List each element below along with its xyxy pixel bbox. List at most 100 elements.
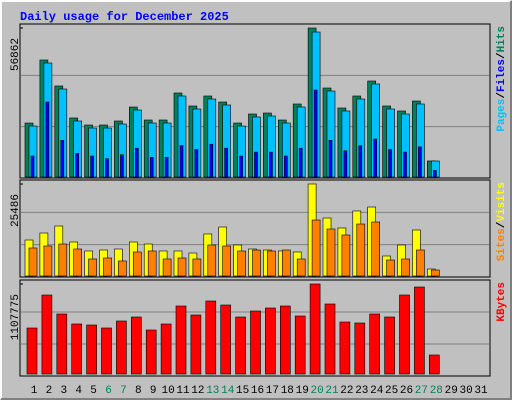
x-tick-label: 24 <box>370 385 384 397</box>
x-tick-label: 16 <box>251 385 264 397</box>
x-tick-label: 14 <box>221 385 235 397</box>
bar <box>328 140 333 178</box>
legend-entry: Pages <box>496 99 508 132</box>
x-tick-label: 3 <box>60 385 67 397</box>
bar <box>220 304 231 375</box>
bar <box>416 249 425 277</box>
bar <box>135 147 139 178</box>
x-tick-label: 30 <box>459 385 472 397</box>
bar <box>131 316 142 375</box>
x-tick-label: 23 <box>355 385 368 397</box>
x-tick-label: 28 <box>430 385 443 397</box>
x-tick-label: 11 <box>176 385 190 397</box>
bar <box>90 155 94 178</box>
bar <box>103 257 112 277</box>
bar <box>149 157 154 178</box>
bar <box>269 151 273 178</box>
bar <box>356 223 366 277</box>
bar <box>386 259 395 277</box>
bar <box>250 310 261 375</box>
bar <box>418 146 422 178</box>
legend-separator: / <box>496 221 508 228</box>
bar <box>105 158 109 178</box>
bar <box>254 151 258 178</box>
bar <box>432 170 437 178</box>
x-tick-label: 22 <box>340 385 353 397</box>
bar <box>311 219 321 277</box>
x-tick-label: 15 <box>236 385 249 397</box>
x-tick-label: 26 <box>400 385 413 397</box>
legend-entry: Sites <box>496 228 508 261</box>
bar <box>235 316 246 375</box>
x-tick-label: 13 <box>206 385 219 397</box>
x-tick-label: 5 <box>90 385 97 397</box>
legend-entry: Hits <box>496 26 508 52</box>
x-tick-label: 6 <box>105 385 112 397</box>
bar <box>224 147 228 178</box>
bar <box>298 147 303 178</box>
bar <box>28 247 38 277</box>
bar <box>162 258 172 277</box>
bar <box>88 258 97 277</box>
bar <box>192 258 202 277</box>
bar <box>309 283 321 375</box>
bar <box>384 316 395 375</box>
bar <box>75 153 79 178</box>
x-tick-label: 10 <box>161 385 174 397</box>
x-tick-label: 7 <box>120 385 127 397</box>
x-tick-label: 18 <box>281 385 294 397</box>
bar <box>86 324 97 375</box>
bar <box>326 228 336 277</box>
bar <box>399 294 410 375</box>
legend-entry: KBytes <box>496 282 508 322</box>
x-tick-label: 27 <box>415 385 428 397</box>
bar <box>279 305 291 375</box>
x-tick-label: 29 <box>445 385 458 397</box>
x-tick-label: 12 <box>191 385 204 397</box>
bar <box>147 250 157 277</box>
bar <box>369 313 381 375</box>
bar <box>207 244 217 277</box>
x-tick-label: 21 <box>325 385 339 397</box>
bar <box>283 155 288 178</box>
bar <box>73 248 82 277</box>
bar <box>56 313 68 375</box>
bar <box>341 234 351 277</box>
bar <box>294 315 306 375</box>
legend-separator: / <box>496 52 508 59</box>
x-tick-label: 8 <box>135 385 142 397</box>
bar <box>118 260 127 277</box>
x-tick-label: 4 <box>75 385 82 397</box>
bar <box>222 245 231 277</box>
bar <box>133 251 142 277</box>
bar <box>401 258 410 277</box>
bar <box>116 320 127 375</box>
bar <box>30 155 35 178</box>
x-tick-label: 9 <box>150 385 157 397</box>
bar <box>41 294 53 375</box>
bar <box>324 303 336 375</box>
bar <box>267 250 276 277</box>
bar <box>45 101 50 178</box>
bar <box>343 150 348 178</box>
x-tick-label: 25 <box>385 385 398 397</box>
bar <box>358 145 363 178</box>
bar <box>237 250 246 277</box>
bar <box>26 327 38 375</box>
bar <box>209 143 214 178</box>
x-tick-label: 19 <box>296 385 309 397</box>
bar <box>252 249 261 277</box>
bar <box>175 305 187 375</box>
bar <box>101 327 112 375</box>
bar <box>414 286 425 375</box>
legend: Sites/Visits <box>496 182 508 261</box>
bar <box>58 243 68 277</box>
bar <box>430 269 440 277</box>
bar <box>296 258 306 277</box>
bar <box>177 257 187 277</box>
legend-entry: Files <box>496 59 508 92</box>
bar <box>60 140 65 178</box>
bar <box>71 323 82 375</box>
bar <box>403 151 407 178</box>
